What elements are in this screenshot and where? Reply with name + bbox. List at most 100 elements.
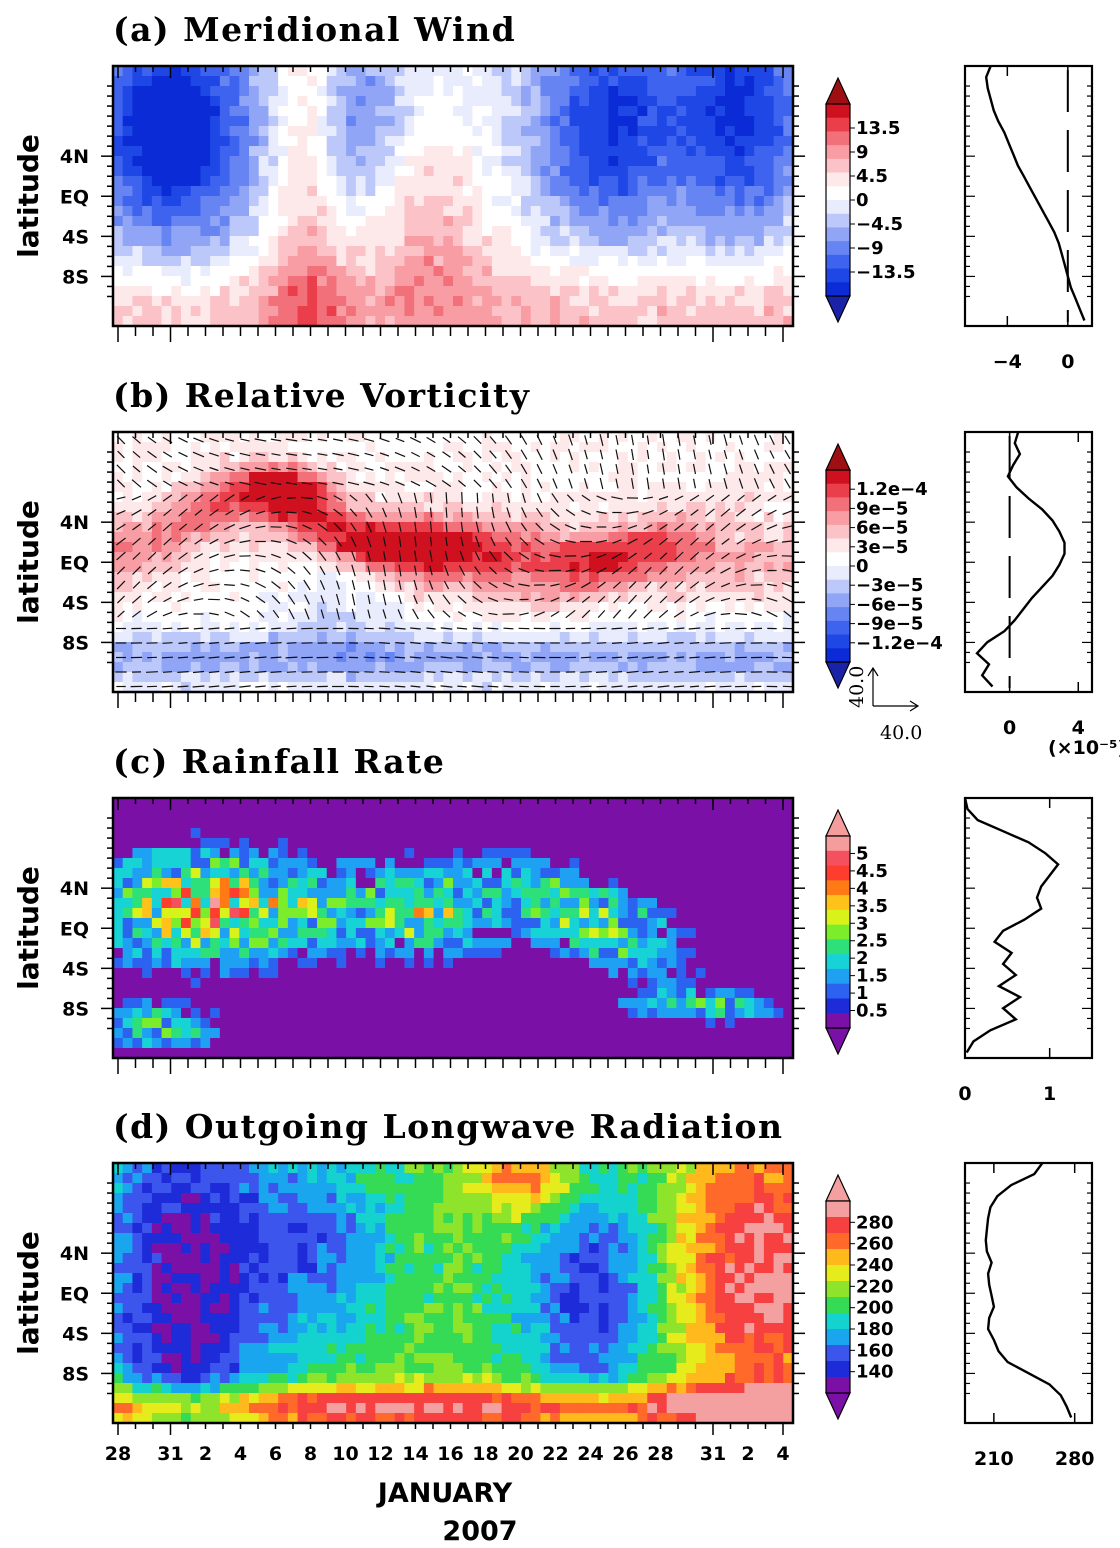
colorbar-label: 2 bbox=[856, 948, 869, 969]
colorbar-label: 180 bbox=[856, 1319, 894, 1340]
colorbar-label: 6e−5 bbox=[856, 518, 908, 539]
lat-tick-label: 8S bbox=[62, 266, 89, 288]
profile-x-tick-label: 280 bbox=[1055, 1448, 1095, 1470]
lat-tick-label: 4N bbox=[60, 878, 89, 900]
panel-b-colorbar: 1.2e−49e−56e−53e−50−3e−5−6e−5−9e−5−1.2e−… bbox=[825, 442, 943, 690]
lat-tick-label: 8S bbox=[62, 632, 89, 654]
panel-b-field bbox=[113, 432, 794, 693]
wind-vectors bbox=[115, 433, 794, 688]
panel-d-profile: 210 280 bbox=[963, 1161, 1095, 1470]
panel-a: (a) Meridional Wind 4N EQ 4S 8S latitude 13.5 9… bbox=[12, 10, 1094, 373]
colorbar-label: 3e−5 bbox=[856, 537, 908, 558]
panel-a-colorbar: 13.5 9 4.5 0 −4.5 −9 −13.5 bbox=[825, 76, 916, 324]
lat-tick-label: 4S bbox=[62, 958, 89, 980]
colorbar-label: 0 bbox=[856, 556, 869, 577]
colorbar-label: 0.5 bbox=[856, 1001, 888, 1022]
x-tick-labels: 28 31 2 4 6 8 10 12 14 16 18 20 22 24 26 28 31 2 4 bbox=[105, 1443, 790, 1465]
panel-a-x-ticks bbox=[117, 66, 784, 342]
x-tick-label: 28 bbox=[105, 1443, 131, 1465]
panel-c: (c) Rainfall Rate 4N EQ 4S 8S latitude 54.543.… bbox=[12, 742, 1094, 1105]
x-tick-label: 14 bbox=[402, 1443, 428, 1465]
lat-tick-label: 4N bbox=[60, 512, 89, 534]
colorbar-label: 160 bbox=[856, 1340, 894, 1361]
panel-b-title: (b) Relative Vorticity bbox=[113, 376, 530, 415]
colorbar-label: 4.5 bbox=[856, 166, 888, 187]
colorbar-label: 2.5 bbox=[856, 931, 888, 952]
profile-x-tick-label: −4 bbox=[993, 351, 1022, 373]
x-tick-label: 2 bbox=[199, 1443, 212, 1465]
x-month-label: JANUARY bbox=[376, 1478, 513, 1509]
panel-a-profile-curve bbox=[984, 65, 1086, 321]
panel-d-profile-curve bbox=[984, 1162, 1073, 1418]
colorbar-label: 13.5 bbox=[856, 118, 900, 139]
colorbar-label: 1.5 bbox=[856, 966, 888, 987]
colorbar-label: 0 bbox=[856, 190, 869, 211]
x-tick-label: 31 bbox=[157, 1443, 183, 1465]
panel-b-x-ticks bbox=[117, 432, 784, 708]
colorbar-label: −9 bbox=[856, 238, 884, 259]
lat-tick-label: 4S bbox=[62, 226, 89, 248]
colorbar-label: 240 bbox=[856, 1255, 894, 1276]
lat-tick-label: 8S bbox=[62, 1363, 89, 1385]
x-tick-label: 2 bbox=[741, 1443, 754, 1465]
x-year-label: 2007 bbox=[442, 1516, 517, 1547]
panel-c-profile-curve bbox=[963, 797, 1060, 1054]
lat-tick-label: 4N bbox=[60, 1243, 89, 1265]
panel-d-field bbox=[113, 1163, 794, 1424]
x-tick-label: 28 bbox=[647, 1443, 673, 1465]
profile-x-tick-label: 0 bbox=[1003, 717, 1016, 739]
colorbar-label: 9e−5 bbox=[856, 498, 908, 519]
lat-tick-label: EQ bbox=[60, 918, 89, 940]
reference-vector-vertical-label: 40.0 bbox=[846, 666, 868, 708]
x-tick-label: 26 bbox=[612, 1443, 638, 1465]
lat-tick-label: EQ bbox=[60, 1283, 89, 1305]
x-tick-label: 31 bbox=[700, 1443, 726, 1465]
reference-vector: 40.0 40.0 bbox=[846, 666, 922, 744]
panel-a-lat-axis: 4N EQ 4S 8S bbox=[60, 85, 805, 298]
profile-x-tick-label: 1 bbox=[1043, 1083, 1056, 1105]
colorbar-label: 9 bbox=[856, 142, 869, 163]
x-tick-label: 20 bbox=[507, 1443, 533, 1465]
panel-a-y-label: latitude bbox=[12, 134, 45, 258]
profile-multiplier-label: (×10⁻⁵) bbox=[1048, 737, 1120, 759]
profile-x-tick-label: 210 bbox=[974, 1448, 1014, 1470]
x-tick-label: 18 bbox=[472, 1443, 498, 1465]
panel-b-lat-axis: 4N EQ 4S 8S bbox=[60, 451, 805, 664]
colorbar-label: 200 bbox=[856, 1298, 894, 1319]
lat-tick-label: 4S bbox=[62, 592, 89, 614]
x-tick-label: 6 bbox=[269, 1443, 282, 1465]
x-tick-label: 22 bbox=[542, 1443, 568, 1465]
x-tick-label: 8 bbox=[304, 1443, 317, 1465]
lat-tick-label: 8S bbox=[62, 998, 89, 1020]
colorbar-label: 1 bbox=[856, 983, 869, 1004]
panel-a-field bbox=[113, 66, 794, 327]
x-tick-label: 12 bbox=[367, 1443, 393, 1465]
colorbar-label: 5 bbox=[856, 843, 869, 864]
colorbar-label: −6e−5 bbox=[856, 594, 923, 615]
lat-tick-label: EQ bbox=[60, 186, 89, 208]
profile-x-tick-label: 0 bbox=[1061, 351, 1074, 373]
x-tick-label: 4 bbox=[234, 1443, 247, 1465]
panel-a-profile: −4 0 bbox=[963, 64, 1094, 373]
lat-tick-label: EQ bbox=[60, 552, 89, 574]
colorbar-label: 260 bbox=[856, 1234, 894, 1255]
panel-c-colorbar: 54.543.532.521.510.5 bbox=[825, 808, 888, 1056]
colorbar-label: 4.5 bbox=[856, 861, 888, 882]
profile-x-tick-label: 4 bbox=[1072, 717, 1085, 739]
x-tick-label: 4 bbox=[776, 1443, 789, 1465]
panel-d-x-ticks bbox=[117, 1163, 784, 1435]
colorbar-label: −4.5 bbox=[856, 214, 903, 235]
panel-d: (d) Outgoing Longwave Radiation 4N EQ 4S 8S l… bbox=[12, 1107, 1095, 1470]
colorbar-label: −3e−5 bbox=[856, 575, 923, 596]
x-tick-label: 16 bbox=[437, 1443, 463, 1465]
panel-b-profile: 0 4(×10⁻⁵) bbox=[963, 430, 1120, 759]
panel-c-title: (c) Rainfall Rate bbox=[113, 742, 445, 781]
panel-b: (b) Relative Vorticity 4N EQ 4S 8S latitude 1.… bbox=[12, 376, 1120, 759]
panel-b-y-label: latitude bbox=[12, 500, 45, 624]
panel-d-lat-axis: 4N EQ 4S 8S bbox=[60, 1182, 805, 1395]
panel-b-profile-curve bbox=[975, 431, 1066, 688]
profile-x-tick-label: 0 bbox=[958, 1083, 971, 1105]
panel-a-title: (a) Meridional Wind bbox=[113, 10, 516, 49]
x-tick-label: 10 bbox=[332, 1443, 358, 1465]
